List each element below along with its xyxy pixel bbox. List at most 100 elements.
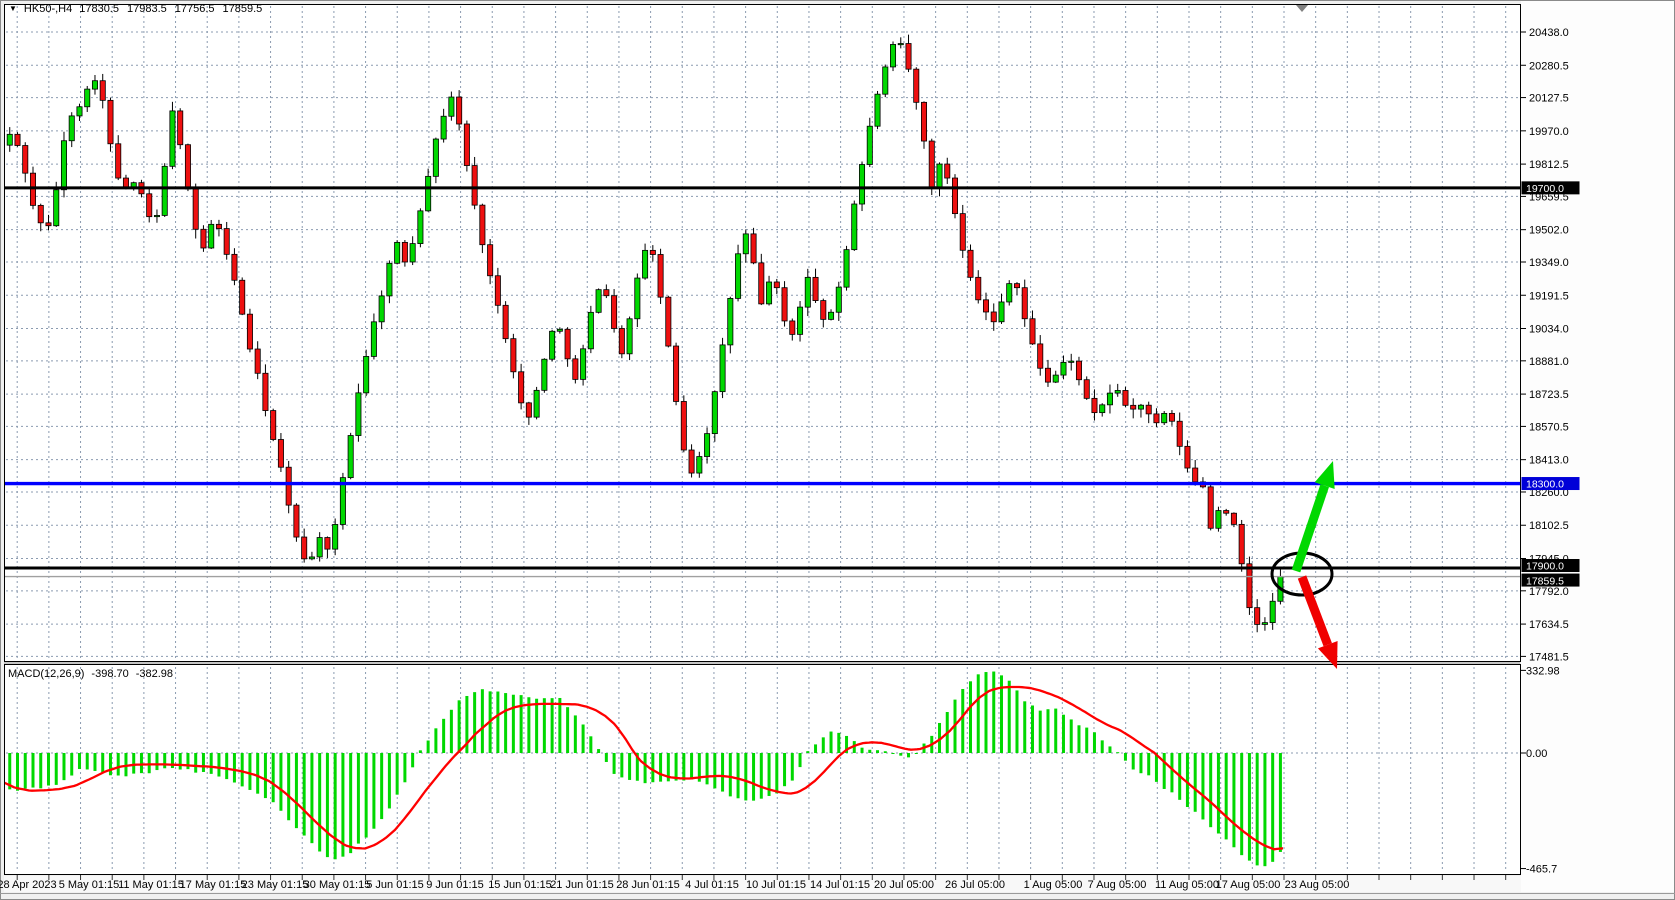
macd-histogram-bar bbox=[1085, 727, 1089, 753]
macd-histogram-bar bbox=[1023, 701, 1027, 753]
price-tag-box bbox=[1521, 559, 1580, 573]
candle-body bbox=[812, 276, 819, 301]
macd-histogram-bar bbox=[101, 753, 105, 773]
macd-histogram-bar bbox=[302, 753, 306, 836]
candle-body bbox=[680, 401, 687, 451]
date-tick-label: 9 Jun 01:15 bbox=[426, 879, 484, 891]
price-tag-label: 17859.5 bbox=[1526, 575, 1564, 587]
candle-body bbox=[1106, 392, 1113, 406]
macd-histogram-bar bbox=[674, 753, 678, 781]
candle-body bbox=[347, 435, 354, 479]
price-tick-label: 18723.5 bbox=[1529, 389, 1569, 401]
candle-body bbox=[432, 138, 439, 177]
macd-histogram-bar bbox=[434, 728, 438, 753]
price-tick-label: 18102.5 bbox=[1529, 520, 1569, 532]
bearish-arrow-annotation[interactable] bbox=[1297, 575, 1338, 669]
macd-histogram-bar bbox=[163, 753, 167, 769]
candle-body bbox=[642, 249, 649, 279]
macd-histogram-bar bbox=[666, 753, 670, 782]
macd-main-value: -398.70 bbox=[91, 668, 129, 680]
candle-body bbox=[479, 204, 486, 246]
candle-body bbox=[456, 96, 463, 125]
macd-histogram-bar bbox=[496, 691, 500, 753]
candle-body bbox=[285, 466, 292, 506]
bullish-arrow-annotation[interactable] bbox=[1291, 461, 1335, 573]
candle-body bbox=[1114, 390, 1121, 394]
price-tick-label: 20438.0 bbox=[1529, 27, 1569, 39]
macd-histogram-bar bbox=[697, 753, 701, 782]
macd-histogram-bar bbox=[790, 753, 794, 781]
price-tag-label: 17900.0 bbox=[1526, 561, 1564, 573]
macd-histogram-bar bbox=[806, 751, 810, 753]
macd-histogram-bar bbox=[1139, 753, 1143, 774]
macd-histogram-bar bbox=[1263, 753, 1267, 867]
candle-body bbox=[634, 277, 641, 320]
macd-histogram-bar bbox=[178, 753, 182, 770]
candle-body bbox=[1184, 445, 1191, 469]
price-axis[interactable]: 20438.0 20280.5 20127.5 19970.0 19812.5 19659… bbox=[1521, 27, 1580, 876]
candle-body bbox=[301, 536, 308, 560]
macd-histogram-bar bbox=[1170, 753, 1174, 793]
candle-body bbox=[1223, 510, 1230, 514]
date-tick-label: 23 Aug 05:00 bbox=[1285, 879, 1350, 891]
candle-body bbox=[1029, 318, 1036, 345]
ohlc-readout: 17830.5 17983.5 17756.5 17859.5 bbox=[79, 3, 262, 15]
macd-histogram-bar bbox=[821, 737, 825, 753]
price-tick-label: 20280.5 bbox=[1529, 60, 1569, 72]
candle-body bbox=[990, 311, 997, 323]
candle-body bbox=[91, 80, 98, 90]
candle-body bbox=[153, 215, 160, 218]
macd-histogram-bar bbox=[643, 753, 647, 784]
candle-body bbox=[1238, 523, 1245, 565]
macd-histogram-bar bbox=[318, 753, 322, 852]
candle-body bbox=[1006, 283, 1013, 303]
grid-lines bbox=[6, 6, 1519, 872]
date-tick-label: 4 Jul 01:15 bbox=[685, 879, 739, 891]
candle-body bbox=[603, 289, 610, 297]
price-tick-label: 17792.0 bbox=[1529, 586, 1569, 598]
candle-body bbox=[967, 249, 974, 278]
candle-body bbox=[45, 222, 52, 227]
candle-body bbox=[60, 140, 67, 191]
candle-body bbox=[471, 165, 478, 206]
macd-histogram-bar bbox=[690, 753, 694, 780]
macd-histogram-bar bbox=[54, 753, 58, 785]
candle-body bbox=[107, 99, 114, 145]
chart-title-bar: ▼ HK50-,H4 17830.5 17983.5 17756.5 17859.5 bbox=[9, 3, 262, 15]
macd-histogram-bar bbox=[1209, 753, 1213, 828]
macd-histogram-bar bbox=[325, 753, 329, 858]
macd-histogram-bar bbox=[1271, 753, 1275, 862]
candle-body bbox=[843, 249, 850, 288]
candle-body bbox=[254, 348, 261, 374]
candle-body bbox=[781, 287, 788, 322]
candle-body bbox=[293, 504, 300, 538]
candle-body bbox=[549, 330, 556, 360]
macd-histogram-bar bbox=[240, 753, 244, 787]
oneclick-dropdown-icon[interactable]: ▼ bbox=[9, 4, 17, 13]
macd-histogram-bar bbox=[170, 753, 174, 769]
candle-body bbox=[53, 189, 60, 227]
macd-histogram-bar bbox=[984, 672, 988, 753]
candle-body bbox=[1207, 486, 1214, 529]
macd-histogram-bar bbox=[999, 675, 1003, 753]
candle-body bbox=[541, 358, 548, 391]
main-chart-panel[interactable] bbox=[4, 4, 1521, 662]
macd-histogram-bar bbox=[837, 732, 841, 753]
price-tick-label: 19812.5 bbox=[1529, 159, 1569, 171]
candle-body bbox=[316, 537, 323, 558]
macd-histogram-bar bbox=[682, 753, 686, 781]
date-tick-label: 20 Jul 05:00 bbox=[874, 879, 934, 891]
candle-body bbox=[649, 249, 656, 255]
macd-histogram-bar bbox=[798, 753, 802, 768]
price-tick-label: 19970.0 bbox=[1529, 126, 1569, 138]
chart-shift-marker-icon[interactable] bbox=[1296, 5, 1308, 12]
candle-body bbox=[177, 110, 184, 146]
candle-body bbox=[897, 43, 904, 46]
macd-histogram-bar bbox=[1224, 753, 1228, 840]
macd-histogram-bar bbox=[814, 744, 818, 753]
price-tick-label: 18413.0 bbox=[1529, 455, 1569, 467]
price-tick-label: 17481.5 bbox=[1529, 651, 1569, 663]
